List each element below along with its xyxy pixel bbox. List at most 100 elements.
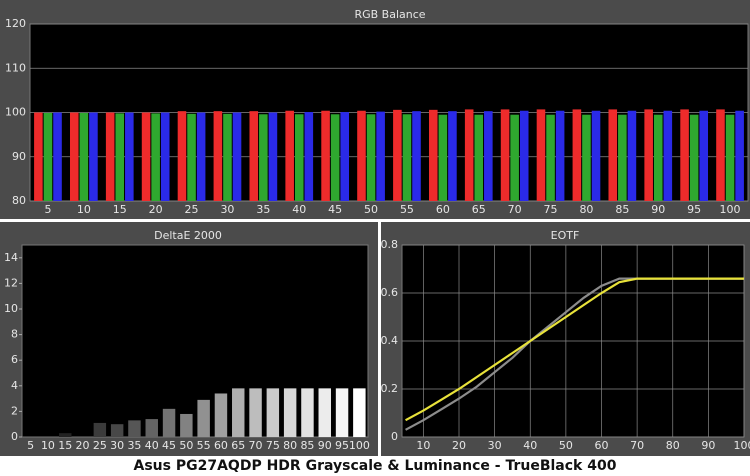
x-tick-label: 15 xyxy=(58,439,72,452)
x-tick-label: 60 xyxy=(214,439,228,452)
bar xyxy=(160,112,170,201)
caption: Asus PG27AQDP HDR Grayscale & Luminance … xyxy=(134,458,617,474)
bar xyxy=(519,110,529,201)
bar xyxy=(232,388,245,437)
bar xyxy=(330,114,340,201)
bar xyxy=(89,112,98,201)
x-tick-label: 95 xyxy=(687,203,701,216)
chart-title: EOTF xyxy=(551,229,580,242)
bar xyxy=(663,110,673,201)
x-tick-label: 75 xyxy=(266,439,280,452)
y-tick-label: 0 xyxy=(11,430,18,443)
bar xyxy=(474,114,484,201)
y-tick-label: 120 xyxy=(5,17,26,30)
bar xyxy=(582,114,591,201)
x-tick-label: 45 xyxy=(328,203,342,216)
x-tick-label: 95 xyxy=(335,439,349,452)
y-tick-label: 12 xyxy=(4,276,18,289)
x-tick-label: 50 xyxy=(364,203,378,216)
x-tick-label: 90 xyxy=(651,203,665,216)
x-tick-label: 75 xyxy=(544,203,558,216)
bar xyxy=(79,112,89,201)
x-tick-label: 35 xyxy=(127,439,141,452)
bar xyxy=(266,388,280,437)
bar xyxy=(110,424,124,437)
x-tick-label: 90 xyxy=(318,439,332,452)
bar xyxy=(249,111,259,201)
y-tick-label: 0 xyxy=(391,430,398,443)
bar xyxy=(285,110,294,201)
x-tick-label: 30 xyxy=(110,439,124,452)
bar xyxy=(197,399,210,437)
bar xyxy=(187,113,196,201)
bar xyxy=(318,388,331,437)
x-tick-label: 60 xyxy=(595,439,609,452)
bar xyxy=(689,114,699,201)
bar xyxy=(357,110,366,201)
bar xyxy=(59,433,72,437)
bar xyxy=(93,422,107,437)
bar xyxy=(653,114,663,201)
x-tick-label: 70 xyxy=(630,439,644,452)
bar xyxy=(725,114,735,201)
x-tick-label: 100 xyxy=(349,439,370,452)
y-tick-label: 10 xyxy=(4,302,18,315)
x-tick-label: 20 xyxy=(76,439,90,452)
bar xyxy=(464,109,474,201)
line xyxy=(405,277,744,422)
y-tick-label: 110 xyxy=(5,61,26,74)
x-tick-label: 40 xyxy=(145,439,159,452)
y-tick-label: 80 xyxy=(12,194,26,207)
bar xyxy=(393,109,402,201)
bar xyxy=(151,113,160,201)
x-tick-label: 5 xyxy=(44,203,51,216)
x-tick-label: 10 xyxy=(77,203,91,216)
x-tick-label: 40 xyxy=(523,439,537,452)
bar xyxy=(145,419,158,437)
y-tick-label: 0.4 xyxy=(381,334,399,347)
x-tick-label: 100 xyxy=(720,203,741,216)
bar xyxy=(141,112,151,201)
bar xyxy=(555,110,565,201)
bar xyxy=(321,110,330,201)
bar xyxy=(223,113,232,201)
bar xyxy=(294,114,304,201)
bar xyxy=(268,112,278,201)
x-tick-label: 30 xyxy=(488,439,502,452)
y-tick-label: 2 xyxy=(11,404,18,417)
bar xyxy=(177,111,187,201)
x-tick-label: 90 xyxy=(701,439,715,452)
y-tick-label: 4 xyxy=(11,379,18,392)
x-tick-label: 55 xyxy=(400,203,414,216)
bar xyxy=(69,112,79,201)
bar xyxy=(572,109,582,201)
x-tick-label: 100 xyxy=(734,439,750,452)
bar xyxy=(627,110,637,201)
x-tick-label: 55 xyxy=(197,439,211,452)
x-tick-label: 85 xyxy=(300,439,314,452)
x-tick-label: 40 xyxy=(292,203,306,216)
x-tick-label: 35 xyxy=(256,203,270,216)
y-tick-label: 0.8 xyxy=(381,238,399,251)
bar xyxy=(232,112,242,201)
y-tick-label: 6 xyxy=(11,353,18,366)
y-tick-label: 0.6 xyxy=(381,286,399,299)
bar xyxy=(735,110,744,201)
x-tick-label: 45 xyxy=(162,439,176,452)
bar xyxy=(546,114,555,201)
bar xyxy=(180,413,193,437)
bar xyxy=(402,114,412,201)
bar xyxy=(510,114,519,201)
x-tick-label: 30 xyxy=(220,203,234,216)
x-tick-label: 80 xyxy=(666,439,680,452)
bar xyxy=(304,112,314,201)
bar xyxy=(438,114,448,201)
y-tick-label: 90 xyxy=(12,150,26,163)
x-tick-label: 80 xyxy=(579,203,593,216)
x-tick-label: 65 xyxy=(231,439,245,452)
bar xyxy=(125,112,134,201)
bar xyxy=(428,109,438,201)
bar xyxy=(335,388,349,437)
